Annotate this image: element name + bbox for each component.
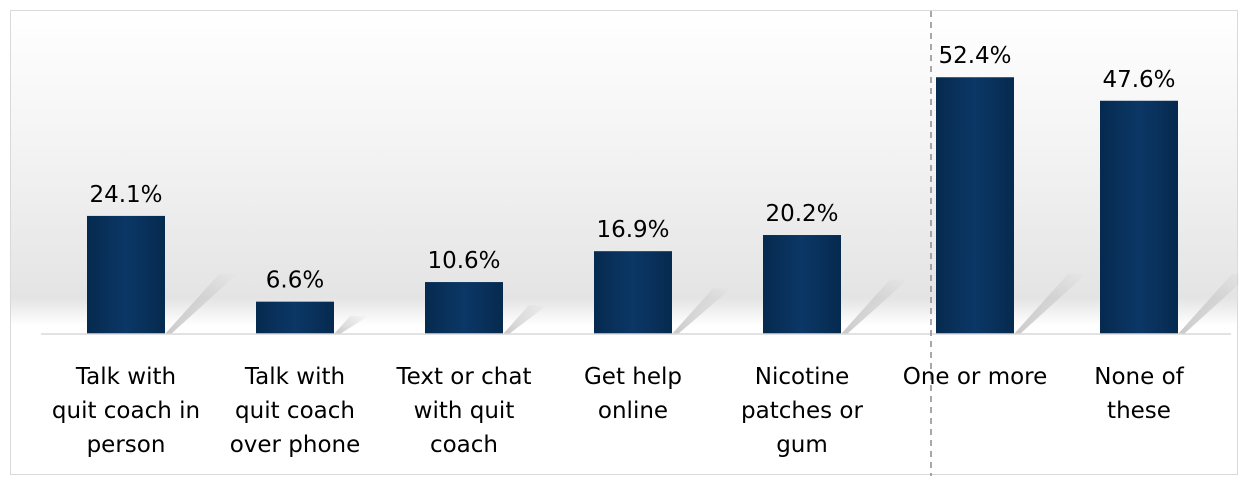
bar-shadow [503,305,547,334]
bar-shadows [165,274,1239,334]
bar-value-label: 10.6% [427,248,500,274]
category-label: these [1107,398,1171,424]
bar [256,301,334,334]
bar-shadow [672,288,731,334]
bar-value-label: 24.1% [89,182,162,208]
category-label: online [598,398,668,424]
category-label: over phone [230,432,361,458]
category-label: None of [1094,364,1184,390]
bar [1100,100,1178,334]
bar-value-label: 47.6% [1102,67,1175,93]
bar [594,251,672,334]
category-label: One or more [903,364,1048,390]
category-label: with quit [414,398,515,424]
bar-value-label: 52.4% [938,43,1011,69]
category-label: Nicotine [755,364,849,390]
bar-shadow [334,316,369,334]
category-label: quit coach in [52,398,200,424]
category-label: person [87,432,166,458]
bar-value-label: 6.6% [266,268,324,294]
bar [425,282,503,334]
bar-shadow [841,279,908,334]
bar [763,235,841,334]
bar-shadow [1014,274,1086,334]
bar-value-label: 16.9% [596,217,669,243]
bar-shadow [165,274,237,334]
bar-value-label: 20.2% [765,201,838,227]
category-label: coach [430,432,498,458]
category-label: Talk with [75,364,176,390]
bar [87,215,165,334]
bar [936,77,1014,335]
category-label: patches or [741,398,863,424]
bars [87,77,1178,335]
category-label: Text or chat [395,364,531,390]
category-label: Talk with [244,364,345,390]
value-labels: 24.1% 6.6% 10.6% 16.9% 20.2% 52.4% 47.6% [89,43,1175,293]
chart-area: 24.1% 6.6% 10.6% 16.9% 20.2% 52.4% 47.6% Talk … [10,10,1239,476]
category-label: Get help [584,364,682,390]
category-labels: Talk with quit coach in person Talk with qui… [52,364,1185,458]
category-label: gum [776,432,828,458]
bar-chart: 24.1% 6.6% 10.6% 16.9% 20.2% 52.4% 47.6% Talk … [41,11,1239,476]
category-label: quit coach [235,398,355,424]
bar-shadow [1178,274,1239,334]
